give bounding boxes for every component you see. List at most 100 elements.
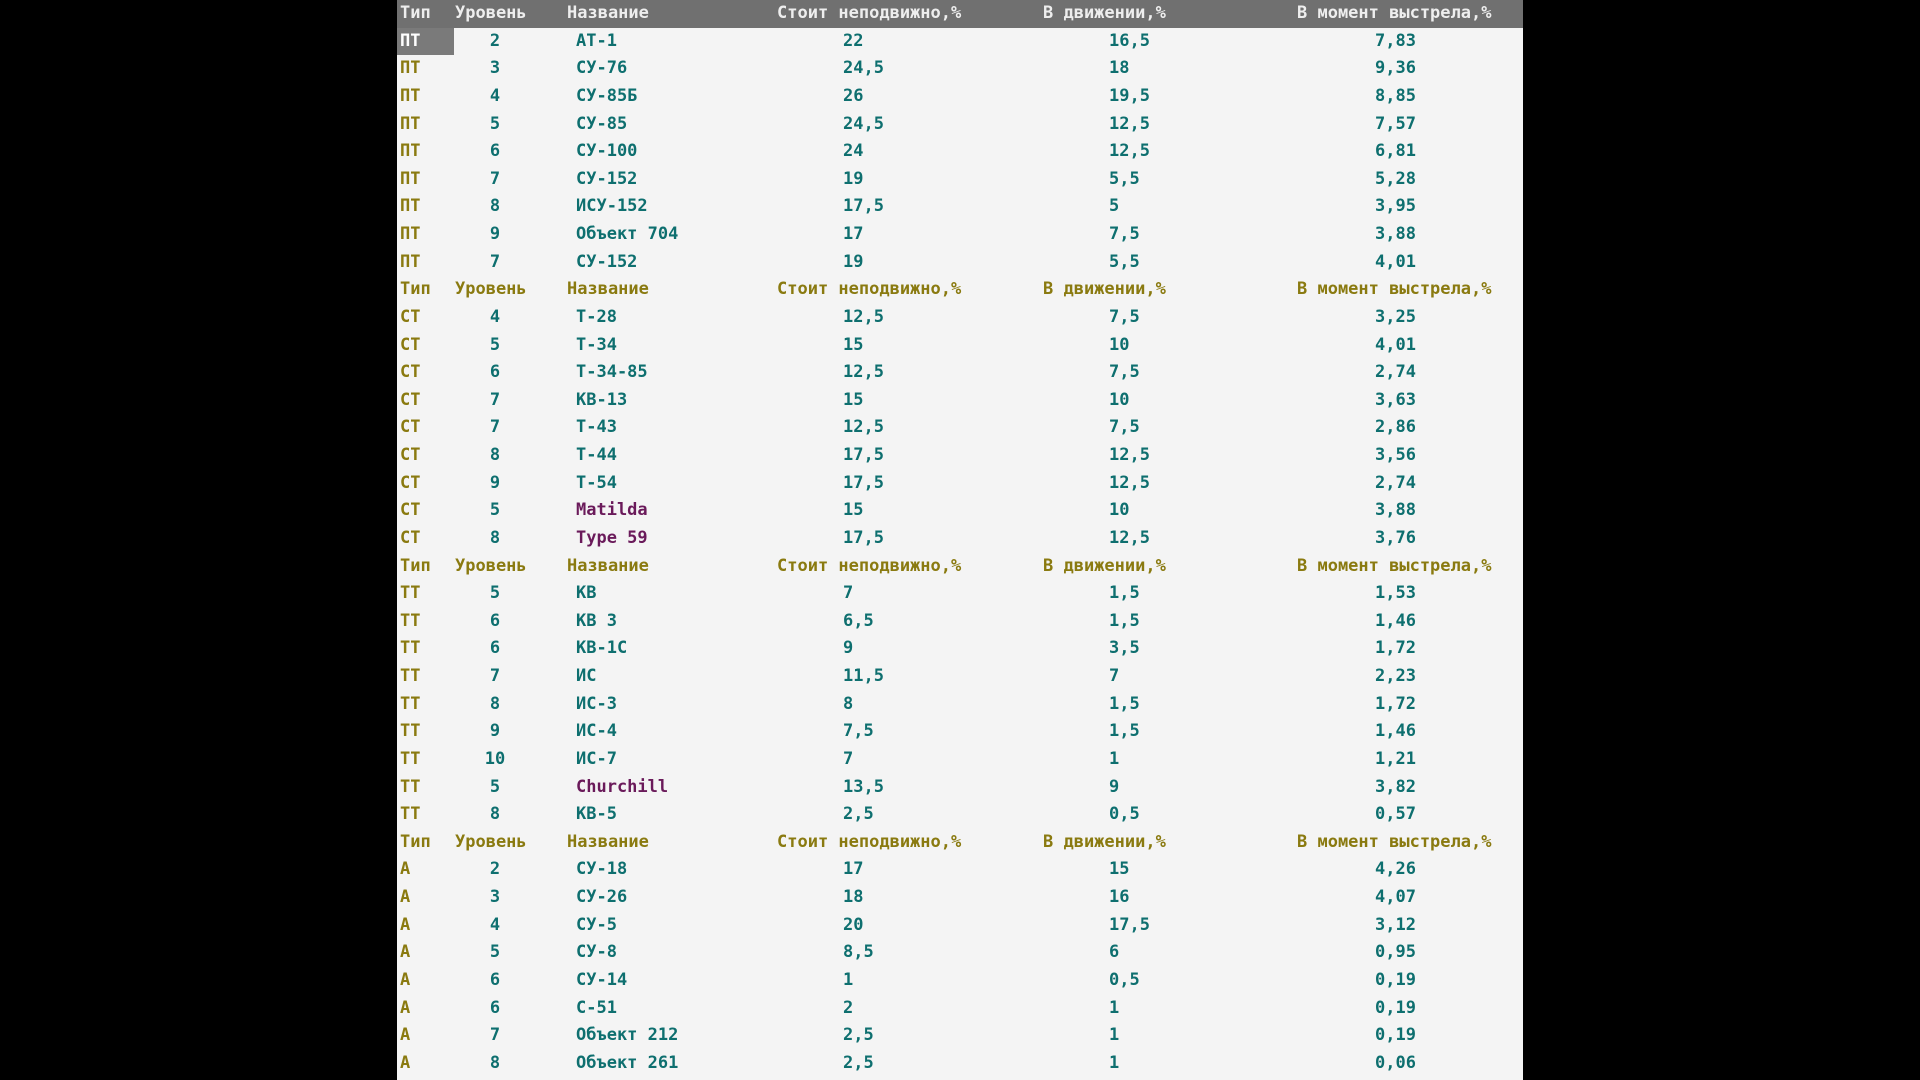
cell-level[interactable]: 9 — [489, 472, 501, 493]
table-row[interactable]: А 3 СУ-26 18 16 4,07 — [397, 884, 1523, 912]
cell-name[interactable]: Matilda — [576, 500, 648, 521]
cell-standing[interactable]: 12,5 — [843, 362, 884, 383]
cell-type[interactable]: ПТ — [400, 85, 421, 106]
cell-name[interactable]: СУ-76 — [576, 58, 628, 79]
cell-moving[interactable]: 6 — [1109, 942, 1120, 963]
cell-standing[interactable]: 17 — [843, 224, 864, 244]
cell-shooting[interactable]: 0,19 — [1375, 969, 1416, 990]
cell-standing[interactable]: 17,5 — [843, 527, 884, 548]
cell-standing[interactable]: 24 — [843, 141, 864, 162]
cell-type[interactable]: СТ — [400, 389, 421, 410]
cell-level[interactable]: 7 — [489, 389, 501, 410]
cell-level[interactable]: 2 — [489, 859, 501, 880]
cell-moving[interactable]: 12,5 — [1109, 472, 1150, 493]
cell-shooting[interactable]: 6,81 — [1375, 141, 1416, 162]
cell-type[interactable]: ТТ — [400, 776, 421, 797]
cell-standing[interactable]: 20 — [843, 914, 864, 935]
cell-type[interactable]: ТТ — [400, 583, 421, 604]
cell-shooting[interactable]: 3,95 — [1375, 196, 1416, 217]
cell-moving[interactable]: 9 — [1109, 776, 1120, 797]
cell-type[interactable]: А — [400, 997, 411, 1018]
cell-shooting[interactable]: 5,28 — [1375, 168, 1416, 189]
cell-shooting[interactable]: 0,06 — [1375, 1052, 1416, 1073]
table-row[interactable]: ПТ 7 СУ-152 19 5,5 5,28 — [397, 166, 1523, 194]
table-row[interactable]: А 8 Объект 261 2,5 1 0,06 — [397, 1050, 1523, 1078]
cell-standing[interactable]: 26 — [843, 85, 864, 106]
cell-shooting[interactable]: 4,01 — [1375, 251, 1416, 272]
table-row[interactable]: СТ 7 Т-43 12,5 7,5 2,86 — [397, 414, 1523, 442]
cell-level[interactable]: 4 — [489, 306, 501, 327]
cell-moving[interactable]: 10 — [1109, 334, 1130, 355]
cell-shooting[interactable]: 2,23 — [1375, 666, 1416, 686]
cell-shooting[interactable]: 2,74 — [1375, 472, 1416, 493]
table-row[interactable]: ПТ 8 ИСУ-152 17,5 5 3,95 — [397, 193, 1523, 221]
cell-type[interactable]: ТТ — [400, 748, 421, 769]
cell-level[interactable]: 8 — [489, 196, 501, 217]
cell-type[interactable]: А — [400, 1052, 411, 1073]
table-row[interactable]: СТ 5 Matilda 15 10 3,88 — [397, 497, 1523, 525]
cell-shooting[interactable]: 1,72 — [1375, 638, 1416, 659]
cell-moving[interactable]: 1,5 — [1109, 721, 1140, 742]
cell-type[interactable]: СТ — [400, 334, 421, 355]
cell-type[interactable]: А — [400, 969, 411, 990]
cell-name[interactable]: ИСУ-152 — [576, 196, 648, 217]
cell-standing[interactable]: 18 — [843, 887, 864, 907]
cell-moving[interactable]: 0,5 — [1109, 969, 1140, 990]
cell-name[interactable]: СУ-100 — [576, 141, 638, 162]
cell-shooting[interactable]: 4,01 — [1375, 334, 1416, 355]
cell-standing[interactable]: 2,5 — [843, 1052, 874, 1073]
cell-shooting[interactable]: 3,82 — [1375, 776, 1416, 797]
table-row[interactable]: СТ 7 КВ-13 15 10 3,63 — [397, 387, 1523, 415]
cell-standing[interactable]: 8,5 — [843, 942, 874, 963]
cell-standing[interactable]: 22 — [843, 30, 864, 51]
cell-standing[interactable]: 15 — [843, 389, 864, 410]
table-row[interactable]: А 7 Объект 212 2,5 1 0,19 — [397, 1022, 1523, 1050]
cell-standing[interactable]: 7,5 — [843, 721, 874, 742]
cell-level[interactable]: 6 — [489, 362, 501, 383]
cell-moving[interactable]: 1,5 — [1109, 583, 1140, 604]
cell-name[interactable]: АТ-1 — [576, 30, 617, 51]
cell-type[interactable]: А — [400, 859, 411, 880]
table-row[interactable]: СТ 8 Type 59 17,5 12,5 3,76 — [397, 525, 1523, 553]
cell-moving[interactable]: 7 — [1109, 666, 1120, 686]
cell-moving[interactable]: 1 — [1109, 1025, 1120, 1046]
cell-level[interactable]: 6 — [489, 638, 501, 659]
table-row[interactable]: СТ 6 Т-34-85 12,5 7,5 2,74 — [397, 359, 1523, 387]
cell-shooting[interactable]: 9,36 — [1375, 58, 1416, 79]
cell-moving[interactable]: 5 — [1109, 196, 1120, 217]
cell-standing[interactable]: 11,5 — [843, 666, 884, 686]
cell-level[interactable]: 6 — [489, 141, 501, 162]
cell-shooting[interactable]: 2,74 — [1375, 362, 1416, 383]
cell-name[interactable]: КВ 3 — [576, 610, 617, 631]
cell-name[interactable]: СУ-26 — [576, 887, 628, 907]
cell-type[interactable]: ТТ — [400, 804, 421, 825]
cell-type[interactable]: СТ — [400, 527, 421, 548]
cell-standing[interactable]: 8 — [843, 693, 854, 714]
cell-name[interactable]: СУ-152 — [576, 168, 638, 189]
cell-standing[interactable]: 15 — [843, 334, 864, 355]
cell-shooting[interactable]: 3,76 — [1375, 527, 1416, 548]
cell-level[interactable]: 3 — [489, 58, 501, 79]
cell-type[interactable]: ПТ — [400, 168, 421, 189]
cell-shooting[interactable]: 0,57 — [1375, 804, 1416, 825]
cell-moving[interactable]: 1 — [1109, 1052, 1120, 1073]
table-row[interactable]: ТТ 8 КВ-5 2,5 0,5 0,57 — [397, 801, 1523, 829]
cell-type[interactable]: А — [400, 914, 411, 935]
cell-standing[interactable]: 19 — [843, 168, 864, 189]
cell-standing[interactable]: 24,5 — [843, 113, 884, 134]
cell-name[interactable]: Churchill — [576, 776, 669, 797]
cell-moving[interactable]: 7,5 — [1109, 306, 1140, 327]
cell-level[interactable]: 8 — [489, 527, 501, 548]
cell-name[interactable]: Т-44 — [576, 445, 617, 465]
cell-shooting[interactable]: 3,12 — [1375, 914, 1416, 935]
table-row[interactable]: СТ 9 Т-54 17,5 12,5 2,74 — [397, 470, 1523, 498]
cell-shooting[interactable]: 0,19 — [1375, 1025, 1416, 1046]
cell-shooting[interactable]: 3,56 — [1375, 445, 1416, 465]
cell-standing[interactable]: 13,5 — [843, 776, 884, 797]
cell-level[interactable]: 7 — [489, 417, 501, 438]
cell-level[interactable]: 4 — [489, 85, 501, 106]
cell-shooting[interactable]: 4,07 — [1375, 887, 1416, 907]
cell-standing[interactable]: 1 — [843, 969, 854, 990]
cell-level[interactable]: 5 — [489, 776, 501, 797]
cell-name[interactable]: СУ-152 — [576, 251, 638, 272]
